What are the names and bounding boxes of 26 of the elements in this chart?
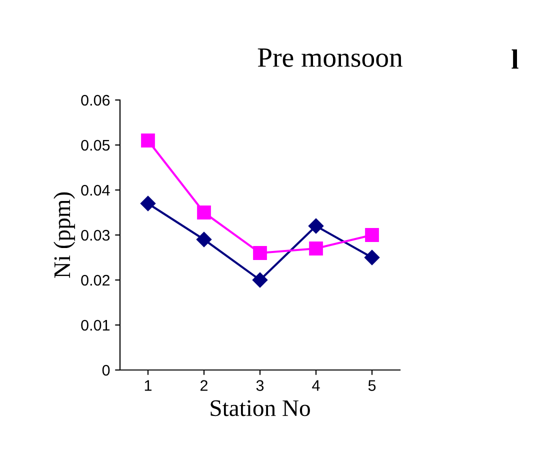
x-tick-label: 1 (144, 380, 152, 391)
point (141, 134, 155, 148)
x-tick-label: 4 (312, 380, 320, 391)
y-tick-label: 0.05 (81, 140, 110, 151)
point (365, 228, 379, 242)
point (140, 196, 156, 212)
point (252, 272, 268, 288)
x-axis-title: Station No (210, 400, 310, 416)
y-tick-label: 0.01 (81, 320, 110, 331)
y-tick-label: 0.03 (81, 230, 110, 241)
y-tick-label: 0.02 (81, 274, 110, 286)
y-tick-label: 0.06 (81, 94, 110, 106)
point (253, 246, 267, 260)
y-axis-title: Ni (ppm) (54, 192, 75, 278)
point (197, 206, 211, 220)
chart-title: Pre monsoon (258, 48, 402, 67)
x-tick-label: 2 (200, 380, 208, 391)
x-tick-label: 5 (368, 380, 376, 391)
point (196, 232, 212, 248)
y-tick-label: 0.04 (81, 184, 110, 196)
text: l (512, 49, 518, 69)
point (309, 242, 323, 256)
point (308, 218, 324, 234)
y-tick-label: 0 (102, 364, 110, 376)
point (364, 250, 380, 266)
x-tick-label: 3 (256, 380, 264, 391)
